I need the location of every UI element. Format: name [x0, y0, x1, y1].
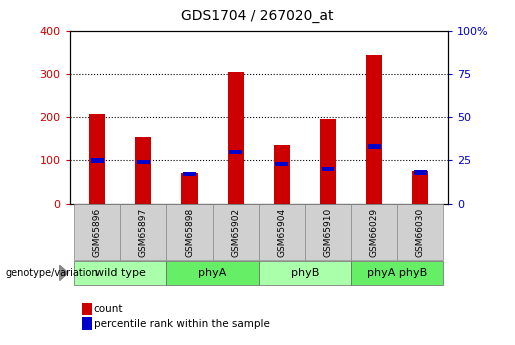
- Text: GSM65904: GSM65904: [278, 207, 286, 257]
- Bar: [414, 170, 427, 175]
- Bar: [74, 261, 166, 285]
- Text: GDS1704 / 267020_at: GDS1704 / 267020_at: [181, 9, 334, 23]
- Text: phyA phyB: phyA phyB: [367, 268, 427, 278]
- Bar: [183, 172, 196, 176]
- Bar: [259, 261, 351, 285]
- Bar: [366, 55, 382, 204]
- Bar: [229, 150, 242, 154]
- Bar: [137, 160, 150, 164]
- Text: GSM65898: GSM65898: [185, 207, 194, 257]
- Text: wild type: wild type: [95, 268, 146, 278]
- Bar: [135, 137, 151, 204]
- Text: GSM65910: GSM65910: [323, 207, 333, 257]
- Text: phyB: phyB: [291, 268, 319, 278]
- Text: GSM65902: GSM65902: [231, 207, 240, 257]
- Text: GSM65897: GSM65897: [139, 207, 148, 257]
- Bar: [368, 145, 381, 149]
- Bar: [320, 119, 336, 204]
- Bar: [259, 204, 305, 260]
- Bar: [166, 261, 259, 285]
- Bar: [213, 204, 259, 260]
- Text: GSM66029: GSM66029: [370, 207, 379, 257]
- Text: GSM66030: GSM66030: [416, 207, 425, 257]
- Bar: [166, 204, 213, 260]
- Bar: [321, 167, 335, 171]
- Bar: [305, 204, 351, 260]
- Text: GSM65896: GSM65896: [93, 207, 102, 257]
- Bar: [413, 171, 428, 204]
- Bar: [274, 145, 290, 204]
- Bar: [74, 204, 121, 260]
- Bar: [351, 204, 397, 260]
- Bar: [91, 158, 104, 162]
- Text: genotype/variation: genotype/variation: [5, 268, 98, 278]
- Bar: [276, 162, 288, 166]
- Text: count: count: [94, 304, 123, 314]
- Bar: [181, 173, 198, 204]
- Bar: [228, 72, 244, 204]
- Text: percentile rank within the sample: percentile rank within the sample: [94, 319, 270, 328]
- Bar: [121, 204, 166, 260]
- Bar: [397, 204, 443, 260]
- Bar: [89, 114, 105, 204]
- Bar: [351, 261, 443, 285]
- Text: phyA: phyA: [198, 268, 227, 278]
